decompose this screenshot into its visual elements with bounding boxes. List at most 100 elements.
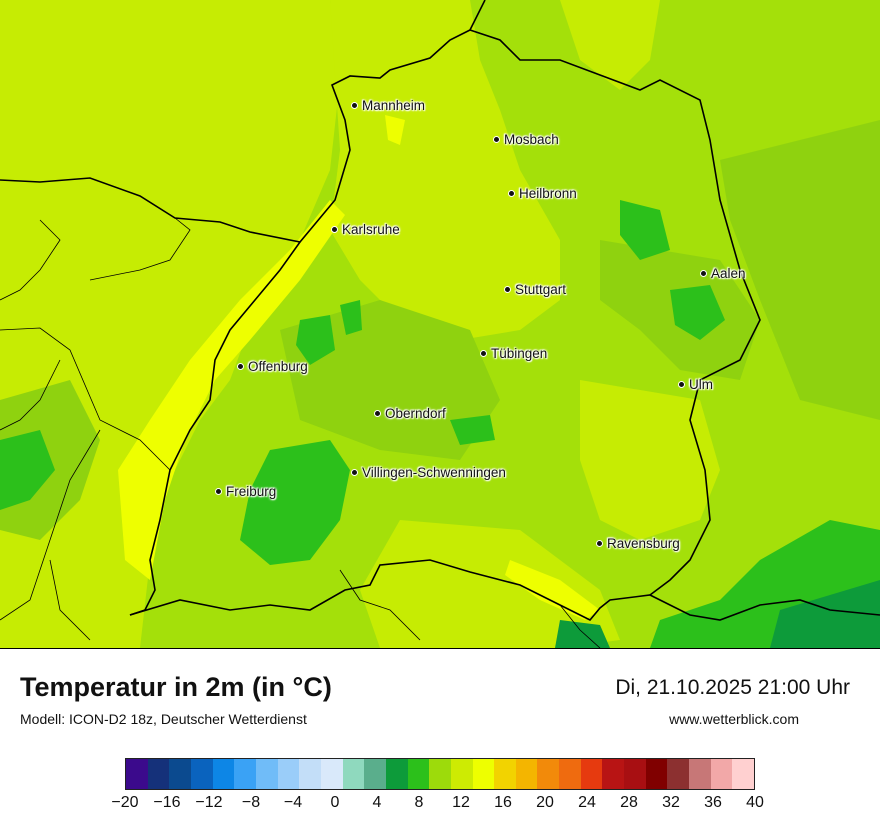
city-name: Mosbach bbox=[504, 132, 559, 147]
legend-swatch bbox=[299, 759, 321, 789]
legend-tick-label: −12 bbox=[195, 794, 223, 811]
region-borders bbox=[0, 217, 601, 648]
legend-swatch bbox=[429, 759, 451, 789]
city-label-tuebingen: Tübingen bbox=[480, 347, 547, 361]
legend-swatch bbox=[624, 759, 646, 789]
cool-spot-vosges bbox=[0, 430, 55, 510]
legend-tick-label: 8 bbox=[414, 794, 424, 811]
temp-zone-east bbox=[580, 380, 720, 540]
city-label-freiburg: Freiburg bbox=[215, 485, 276, 499]
city-dot bbox=[493, 136, 500, 143]
city-name: Ulm bbox=[689, 377, 713, 392]
legend-ticks: −20 −16 −12 −8 −4 0 4 8 12 16 20 24 28 32 36 40 bbox=[0, 794, 880, 818]
temp-zone-alps bbox=[770, 580, 880, 648]
forecast-datetime: Di, 21.10.2025 21:00 Uhr bbox=[615, 676, 850, 699]
city-label-heilbronn: Heilbronn bbox=[508, 187, 577, 201]
city-name: Offenburg bbox=[248, 359, 308, 374]
city-dot bbox=[508, 190, 515, 197]
legend-swatch bbox=[385, 759, 408, 789]
city-dot bbox=[678, 381, 685, 388]
legend-tick-label: 32 bbox=[662, 794, 680, 811]
legend-tick-label: −8 bbox=[241, 794, 261, 811]
city-name: Karlsruhe bbox=[342, 222, 400, 237]
legend-swatch bbox=[277, 759, 300, 789]
legend-swatch bbox=[494, 759, 516, 789]
cool-spot-3 bbox=[450, 415, 495, 445]
city-dot bbox=[596, 540, 603, 547]
temp-zone-bodensee bbox=[505, 560, 600, 620]
map-canvas bbox=[0, 0, 880, 648]
temp-zone-rhine-valley bbox=[118, 200, 345, 580]
legend-tick-label: 4 bbox=[372, 794, 382, 811]
city-name: Stuttgart bbox=[515, 282, 567, 297]
legend-swatch bbox=[169, 759, 191, 789]
legend-tick-label: 16 bbox=[494, 794, 512, 811]
city-dot bbox=[351, 469, 358, 476]
temp-zone-neckar bbox=[385, 115, 405, 145]
website-link[interactable]: www.wetterblick.com bbox=[669, 711, 799, 727]
legend-tick-label: 20 bbox=[536, 794, 554, 811]
city-dot bbox=[215, 488, 222, 495]
legend-swatch bbox=[212, 759, 235, 789]
temp-zone-north bbox=[330, 0, 560, 340]
legend-swatch bbox=[234, 759, 256, 789]
city-label-aalen: Aalen bbox=[700, 267, 746, 281]
legend-swatch bbox=[255, 759, 278, 789]
city-label-mannheim: Mannheim bbox=[351, 99, 425, 113]
cool-spot-bodensee-east bbox=[555, 620, 610, 648]
city-name: Heilbronn bbox=[519, 186, 577, 201]
legend-swatch bbox=[537, 759, 560, 789]
city-label-oberndorf: Oberndorf bbox=[374, 407, 446, 421]
city-label-mosbach: Mosbach bbox=[493, 133, 559, 147]
legend-swatch bbox=[407, 759, 430, 789]
legend-swatch bbox=[710, 759, 733, 789]
legend-tick-label: −20 bbox=[111, 794, 139, 811]
legend-tick-label: 12 bbox=[452, 794, 470, 811]
city-label-karlsruhe: Karlsruhe bbox=[331, 223, 400, 237]
country-borders bbox=[0, 0, 880, 621]
legend-swatch bbox=[364, 759, 386, 789]
legend-swatch bbox=[580, 759, 603, 789]
temp-zone-black-forest-south bbox=[240, 440, 350, 565]
legend-tick-label: 0 bbox=[330, 794, 340, 811]
temp-zone-black-forest-north bbox=[280, 300, 500, 460]
model-info: Modell: ICON-D2 18z, Deutscher Wetterdie… bbox=[20, 711, 307, 727]
legend-tick-label: 28 bbox=[620, 794, 638, 811]
legend-swatch bbox=[450, 759, 473, 789]
city-dot bbox=[331, 226, 338, 233]
legend-tick-label: −4 bbox=[283, 794, 303, 811]
city-name: Freiburg bbox=[226, 484, 277, 499]
legend-swatch bbox=[559, 759, 581, 789]
legend-tick-label: 36 bbox=[704, 794, 722, 811]
city-dot bbox=[237, 363, 244, 370]
temp-zone-lake bbox=[360, 520, 620, 648]
city-dot bbox=[351, 102, 358, 109]
temp-zone-northeast bbox=[560, 0, 660, 90]
city-name: Tübingen bbox=[491, 346, 548, 361]
legend-tick-label: −16 bbox=[153, 794, 181, 811]
legend-tick-label: 40 bbox=[746, 794, 764, 811]
color-legend bbox=[125, 758, 755, 790]
legend-swatch bbox=[320, 759, 343, 789]
cool-spot-aalen bbox=[670, 285, 725, 340]
cool-spot-4 bbox=[620, 200, 670, 260]
cool-spot-1 bbox=[296, 315, 335, 365]
city-name: Mannheim bbox=[362, 98, 426, 113]
legend-swatch bbox=[126, 759, 148, 789]
legend-tick-label: 24 bbox=[578, 794, 596, 811]
city-dot bbox=[504, 286, 511, 293]
cool-spot-2 bbox=[340, 300, 362, 335]
city-label-offenburg: Offenburg bbox=[237, 360, 308, 374]
legend-swatch bbox=[147, 759, 170, 789]
legend-swatch bbox=[515, 759, 538, 789]
map-title: Temperatur in 2m (in °C) bbox=[20, 672, 332, 702]
legend-swatch bbox=[190, 759, 213, 789]
legend-swatch bbox=[645, 759, 668, 789]
legend-swatch bbox=[472, 759, 495, 789]
city-name: Ravensburg bbox=[607, 536, 680, 551]
city-name: Villingen-Schwenningen bbox=[362, 465, 506, 480]
city-dot bbox=[374, 410, 381, 417]
legend-swatch bbox=[689, 759, 711, 789]
temperature-map[interactable]: Mannheim Mosbach Heilbronn Karlsruhe Stu… bbox=[0, 0, 880, 649]
legend-swatch bbox=[667, 759, 690, 789]
